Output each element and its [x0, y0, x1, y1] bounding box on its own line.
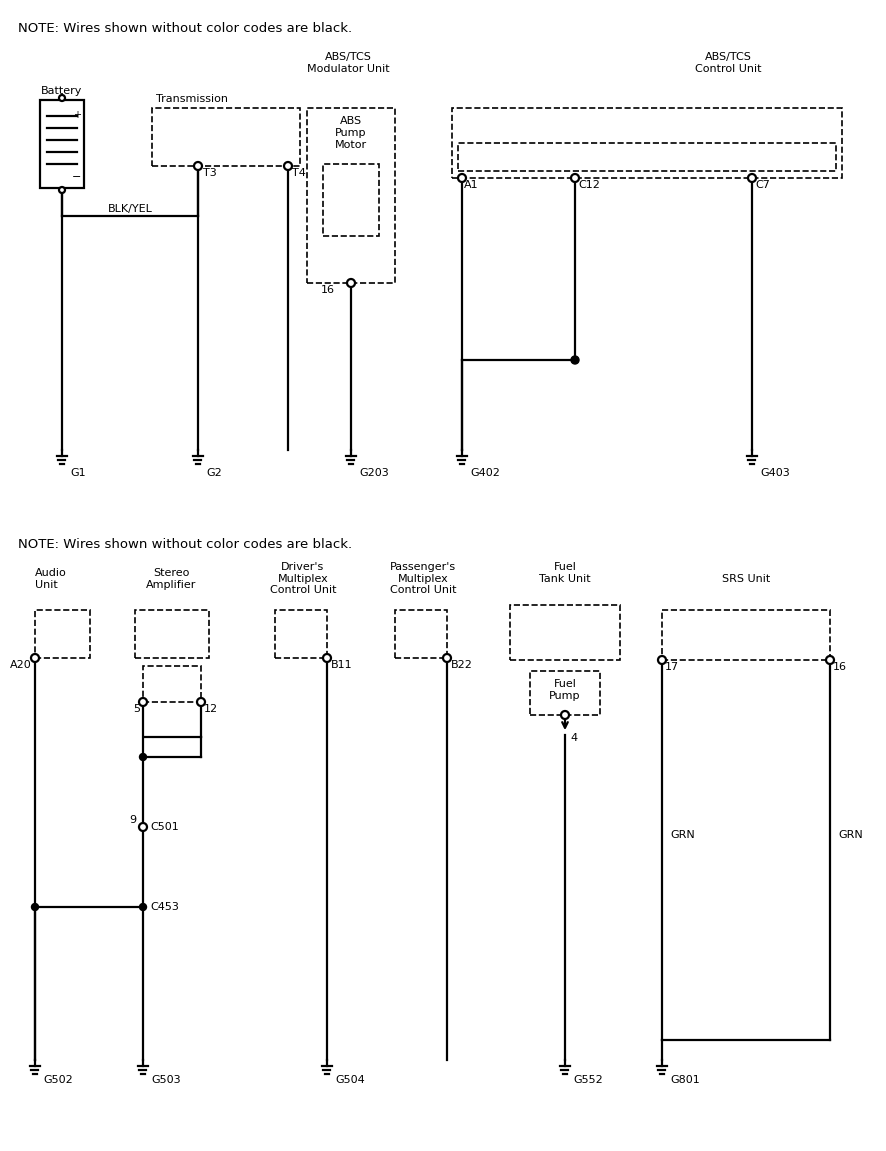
Text: G504: G504	[335, 1075, 365, 1085]
Text: G502: G502	[43, 1075, 73, 1085]
Text: 12: 12	[204, 704, 218, 714]
Circle shape	[658, 656, 666, 664]
Text: GRN: GRN	[670, 830, 695, 840]
Text: Motor: Motor	[335, 140, 367, 150]
Text: ABS/TCS: ABS/TCS	[704, 52, 751, 62]
Text: Battery: Battery	[42, 86, 82, 96]
Bar	[152, 108, 300, 166]
Circle shape	[31, 654, 39, 662]
Text: Stereo
Amplifier: Stereo Amplifier	[146, 567, 196, 589]
Text: C501: C501	[150, 822, 179, 832]
Text: B11: B11	[331, 660, 353, 670]
Circle shape	[284, 162, 292, 170]
Text: G552: G552	[573, 1075, 602, 1085]
Text: C7: C7	[755, 180, 770, 190]
Circle shape	[139, 754, 146, 761]
Bar	[510, 605, 620, 660]
Bar	[40, 100, 84, 188]
Bar	[452, 108, 842, 178]
Bar	[35, 610, 90, 658]
Circle shape	[59, 96, 65, 101]
Text: G1: G1	[70, 468, 86, 478]
Text: 16: 16	[833, 662, 847, 672]
Text: Driver's
Multiplex
Control Unit: Driver's Multiplex Control Unit	[269, 562, 337, 595]
Text: A1: A1	[464, 180, 478, 190]
Text: B22: B22	[451, 660, 473, 670]
Text: T4: T4	[292, 168, 306, 178]
Text: GRN: GRN	[838, 830, 863, 840]
Text: G203: G203	[359, 468, 389, 478]
Bar	[530, 671, 600, 715]
Bar	[395, 610, 447, 658]
Text: Pump: Pump	[335, 128, 367, 138]
Text: G2: G2	[206, 468, 222, 478]
Text: Audio
Unit: Audio Unit	[35, 567, 66, 589]
Text: Fuel
Tank Unit: Fuel Tank Unit	[540, 562, 591, 584]
Bar	[662, 610, 830, 660]
Bar	[307, 108, 395, 283]
Bar	[458, 143, 836, 171]
Bar	[323, 163, 379, 236]
Bar	[143, 666, 201, 702]
Text: 4: 4	[570, 733, 577, 744]
Text: G403: G403	[760, 468, 789, 478]
Text: 16: 16	[321, 285, 335, 295]
Text: Control Unit: Control Unit	[695, 64, 761, 74]
Text: G402: G402	[470, 468, 500, 478]
Text: Transmission: Transmission	[156, 94, 228, 104]
Text: Modulator Unit: Modulator Unit	[307, 64, 389, 74]
Circle shape	[561, 711, 569, 719]
Bar	[275, 610, 327, 658]
Circle shape	[826, 656, 834, 664]
Text: A20: A20	[11, 660, 32, 670]
Text: Fuel: Fuel	[554, 679, 577, 689]
Text: C453: C453	[150, 902, 179, 912]
Text: SRS Unit: SRS Unit	[722, 574, 770, 584]
Circle shape	[139, 904, 146, 910]
Circle shape	[139, 698, 147, 706]
Circle shape	[443, 654, 451, 662]
Circle shape	[571, 356, 579, 364]
Text: BLK/YEL: BLK/YEL	[107, 204, 152, 214]
Text: Passenger's
Multiplex
Control Unit: Passenger's Multiplex Control Unit	[390, 562, 456, 595]
Circle shape	[139, 823, 147, 831]
Text: 9: 9	[128, 815, 136, 825]
Circle shape	[194, 162, 202, 170]
Text: −: −	[73, 171, 82, 182]
Bar	[135, 610, 209, 658]
Text: G503: G503	[151, 1075, 181, 1085]
Text: T3: T3	[203, 168, 217, 178]
Circle shape	[571, 174, 579, 182]
Text: NOTE: Wires shown without color codes are black.: NOTE: Wires shown without color codes ar…	[18, 22, 352, 35]
Circle shape	[32, 904, 38, 910]
Text: Pump: Pump	[549, 691, 580, 701]
Circle shape	[347, 279, 355, 287]
Text: 17: 17	[665, 662, 680, 672]
Circle shape	[323, 654, 331, 662]
Text: 5: 5	[133, 704, 140, 714]
Circle shape	[458, 174, 466, 182]
Text: G801: G801	[670, 1075, 700, 1085]
Circle shape	[748, 174, 756, 182]
Text: +: +	[73, 110, 81, 120]
Text: ABS/TCS: ABS/TCS	[324, 52, 371, 62]
Text: ABS: ABS	[340, 116, 362, 125]
Text: C12: C12	[578, 180, 600, 190]
Circle shape	[197, 698, 205, 706]
Circle shape	[59, 186, 65, 193]
Text: NOTE: Wires shown without color codes are black.: NOTE: Wires shown without color codes ar…	[18, 538, 352, 551]
